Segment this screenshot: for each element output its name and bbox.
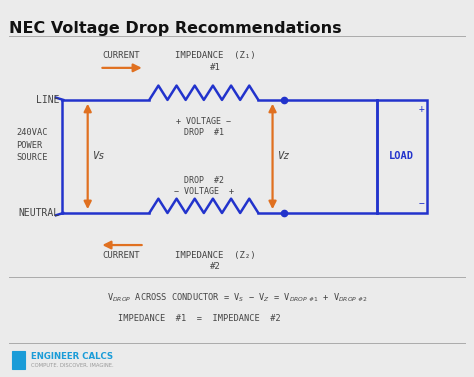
Text: #1: #1	[210, 63, 221, 72]
Text: DROP  #1: DROP #1	[184, 128, 224, 137]
Text: CURRENT: CURRENT	[102, 51, 140, 60]
Text: −: −	[419, 199, 425, 209]
Text: ENGINEER CALCS: ENGINEER CALCS	[31, 352, 113, 361]
Text: NEC Voltage Drop Recommendations: NEC Voltage Drop Recommendations	[9, 21, 342, 36]
Text: + VOLTAGE −: + VOLTAGE −	[176, 117, 231, 126]
Text: IMPEDANCE  (Z₂): IMPEDANCE (Z₂)	[175, 251, 256, 260]
Text: Vz: Vz	[278, 152, 291, 161]
Text: LOAD: LOAD	[389, 152, 414, 161]
Text: CURRENT: CURRENT	[102, 251, 140, 260]
Bar	[377, 100, 427, 213]
Text: IMPEDANCE  (Z₁): IMPEDANCE (Z₁)	[175, 51, 256, 60]
Text: #2: #2	[210, 262, 221, 271]
Text: COMPUTE. DISCOVER. IMAGINE.: COMPUTE. DISCOVER. IMAGINE.	[31, 363, 113, 368]
Text: V$_{DROP}$ ACROSS CONDUCTOR = V$_S$ − V$_Z$ = V$_{DROP\ \#1}$ + V$_{DROP\ \#2}$: V$_{DROP}$ ACROSS CONDUCTOR = V$_S$ − V$…	[107, 291, 367, 304]
Text: DROP  #2: DROP #2	[184, 176, 224, 185]
Text: − VOLTAGE  +: − VOLTAGE +	[174, 187, 234, 196]
Text: NEUTRAL: NEUTRAL	[18, 208, 59, 218]
Text: +: +	[419, 104, 425, 114]
Text: Vs: Vs	[93, 152, 106, 161]
Bar	[12, 351, 25, 369]
Text: IMPEDANCE  #1  =  IMPEDANCE  #2: IMPEDANCE #1 = IMPEDANCE #2	[118, 314, 281, 323]
Text: LINE: LINE	[36, 95, 59, 105]
Text: 240VAC
POWER
SOURCE: 240VAC POWER SOURCE	[17, 128, 48, 162]
